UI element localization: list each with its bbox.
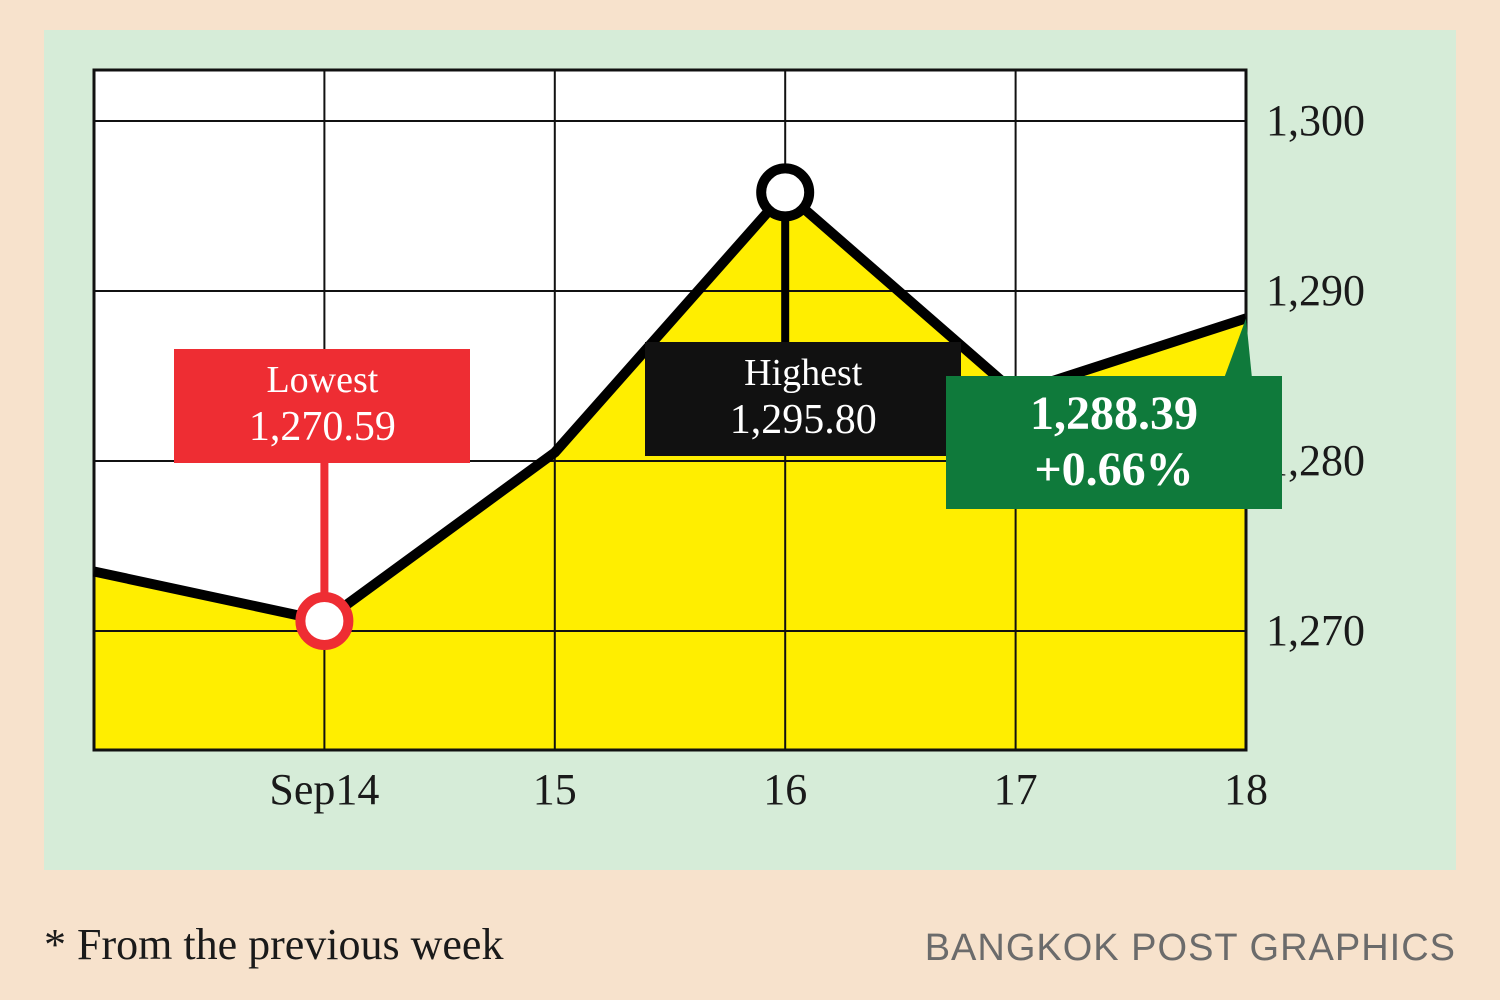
x-tick-label: Sep14	[269, 764, 379, 815]
credit-line: BANGKOK POST GRAPHICS	[925, 927, 1456, 970]
y-tick-label: 1,300	[1266, 95, 1365, 146]
chart-area: 1,2701,2801,2901,300Sep1415161718Lowest …	[74, 60, 1426, 840]
x-tick-label: 16	[763, 764, 807, 815]
highest-callout: Highest 1,295.80	[645, 342, 961, 456]
x-tick-label: 18	[1224, 764, 1268, 815]
x-tick-label: 17	[994, 764, 1038, 815]
footnote: * From the previous week	[44, 919, 503, 970]
outer-frame: 1,2701,2801,2901,300Sep1415161718Lowest …	[0, 0, 1500, 1000]
last-value: 1,288.39	[964, 386, 1264, 441]
chart-panel: 1,2701,2801,2901,300Sep1415161718Lowest …	[44, 30, 1456, 870]
x-tick-label: 15	[533, 764, 577, 815]
y-tick-label: 1,270	[1266, 605, 1365, 656]
highest-value: 1,295.80	[663, 396, 943, 444]
lowest-value: 1,270.59	[192, 403, 452, 451]
y-tick-label: 1,290	[1266, 265, 1365, 316]
last-change: +0.66%	[964, 442, 1264, 497]
lowest-callout: Lowest 1,270.59	[174, 349, 470, 463]
lowest-label: Lowest	[192, 359, 452, 403]
last-value-callout: 1,288.39 +0.66%	[946, 376, 1282, 508]
highest-label: Highest	[663, 352, 943, 396]
